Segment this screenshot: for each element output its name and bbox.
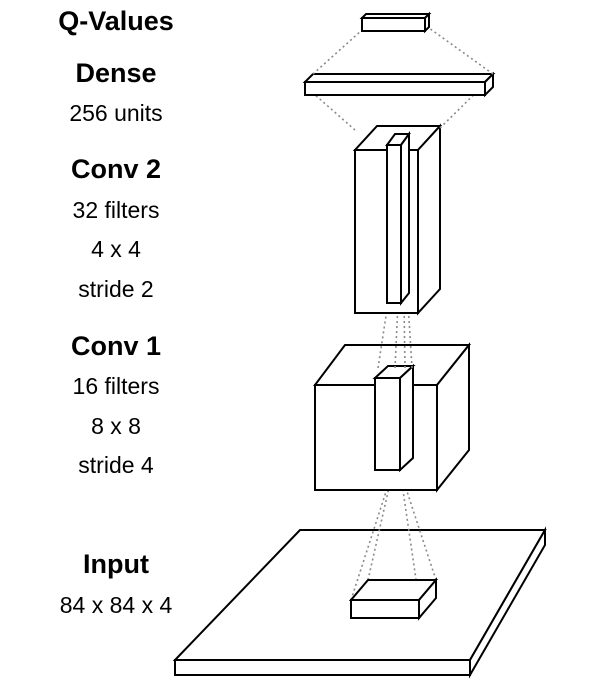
conv2-side <box>417 123 441 316</box>
input-plane-front <box>174 659 471 676</box>
connectors-dense-to-qvalues <box>312 27 494 75</box>
conv2-kernel: 4 x 4 <box>91 236 141 262</box>
dense-title: Dense <box>75 58 156 88</box>
dense-label: Dense 256 units <box>69 58 162 126</box>
input-title: Input <box>83 549 149 579</box>
qvalues-label: Q-Values <box>58 6 174 36</box>
input-plane-side <box>469 526 546 679</box>
qvalues-title: Q-Values <box>58 6 174 36</box>
connectors-conv1-to-conv2 <box>377 302 413 369</box>
conv1-filter <box>372 363 416 473</box>
conv2-label: Conv 2 32 filters 4 x 4 stride 2 <box>71 154 161 302</box>
conv1-kernel: 8 x 8 <box>91 413 141 439</box>
conv1-side <box>436 342 470 493</box>
conv1-filters: 16 filters <box>73 373 160 399</box>
conv1-label: Conv 1 16 filters 8 x 8 stride 4 <box>71 331 161 478</box>
conv1-stride: stride 4 <box>78 452 154 478</box>
conv2-stride: stride 2 <box>78 276 153 302</box>
dense-bar <box>302 71 496 98</box>
qvalues-block <box>359 11 432 34</box>
conv2-filters: 32 filters <box>73 197 160 223</box>
conv2-title: Conv 2 <box>71 154 161 184</box>
conv2-filter <box>385 130 411 306</box>
input-shape: 84 x 84 x 4 <box>60 592 173 618</box>
input-patch <box>348 577 439 621</box>
dense-units: 256 units <box>69 100 162 126</box>
conv1-title: Conv 1 <box>71 331 161 361</box>
input-label: Input 84 x 84 x 4 <box>60 549 173 618</box>
